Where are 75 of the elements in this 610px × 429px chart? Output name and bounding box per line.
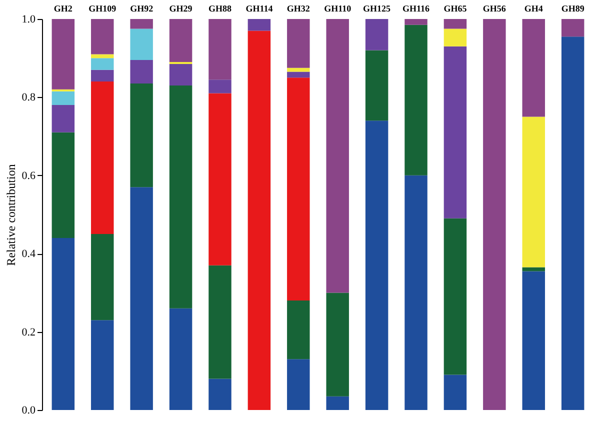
x-tick-label: GH88 xyxy=(208,4,232,14)
bar xyxy=(91,54,114,58)
bar xyxy=(287,19,310,68)
bar xyxy=(91,320,114,410)
bar xyxy=(326,396,349,410)
bar xyxy=(169,85,192,308)
bar xyxy=(561,19,584,37)
bar xyxy=(52,238,75,410)
bar xyxy=(208,378,232,410)
bar xyxy=(326,19,349,293)
bar xyxy=(287,68,310,72)
bar xyxy=(130,28,153,60)
x-tick-label: GH109 xyxy=(88,4,117,14)
bar xyxy=(561,36,584,410)
y-tick-label: 0.6 xyxy=(22,170,36,182)
bar xyxy=(91,234,114,320)
y-tick-label: 0.8 xyxy=(22,92,36,104)
bar xyxy=(365,50,388,121)
bar xyxy=(248,19,271,31)
x-tick-label: GH32 xyxy=(286,4,310,14)
bar xyxy=(522,19,545,117)
bar xyxy=(208,265,232,379)
y-axis-title: Relative contribution xyxy=(4,164,18,266)
x-tick-label: GH89 xyxy=(561,4,585,14)
bar xyxy=(91,19,114,54)
bar xyxy=(287,359,310,410)
bar xyxy=(522,271,545,410)
bar xyxy=(404,24,428,176)
x-tick-label: GH92 xyxy=(130,4,154,14)
x-tick-label: GH65 xyxy=(444,4,468,14)
bar xyxy=(404,175,428,410)
x-tick-label: GH116 xyxy=(402,4,430,14)
bar xyxy=(169,19,192,62)
bar xyxy=(444,46,467,218)
bar xyxy=(444,374,467,410)
bar xyxy=(208,19,232,80)
bar xyxy=(483,19,506,410)
bar xyxy=(444,19,467,29)
bar xyxy=(404,19,428,25)
x-tick-label: GH125 xyxy=(363,4,392,14)
bar xyxy=(326,292,349,396)
bar xyxy=(287,300,310,360)
bar xyxy=(91,58,114,70)
bar xyxy=(130,187,153,410)
bar xyxy=(130,19,153,29)
bar xyxy=(522,116,545,268)
bar xyxy=(130,60,153,84)
bar xyxy=(52,132,75,238)
y-tick-label: 0.4 xyxy=(22,248,36,260)
bar xyxy=(52,19,75,90)
bar xyxy=(287,78,310,301)
bar xyxy=(130,84,153,188)
bar xyxy=(208,93,232,266)
bar xyxy=(91,82,114,234)
bar xyxy=(365,120,388,410)
x-tick-label: GH56 xyxy=(482,4,506,14)
x-tick-label: GH114 xyxy=(246,4,274,14)
bar xyxy=(287,72,310,78)
x-tick-label: GH110 xyxy=(324,4,352,14)
bar xyxy=(52,91,75,106)
bar xyxy=(52,105,75,132)
x-tick-label: GH29 xyxy=(169,4,193,14)
bar xyxy=(91,70,114,82)
bar xyxy=(248,30,271,410)
bar xyxy=(444,218,467,375)
bar xyxy=(365,19,388,50)
bar xyxy=(169,308,192,410)
bar xyxy=(444,28,467,46)
bar xyxy=(208,80,232,94)
bar xyxy=(169,64,192,86)
x-tick-label: GH2 xyxy=(54,4,73,14)
y-tick-label: 0.0 xyxy=(22,404,36,416)
x-tick-label: GH4 xyxy=(524,4,544,14)
y-tick-label: 0.2 xyxy=(22,326,36,338)
y-tick-label: 1.0 xyxy=(22,14,36,26)
